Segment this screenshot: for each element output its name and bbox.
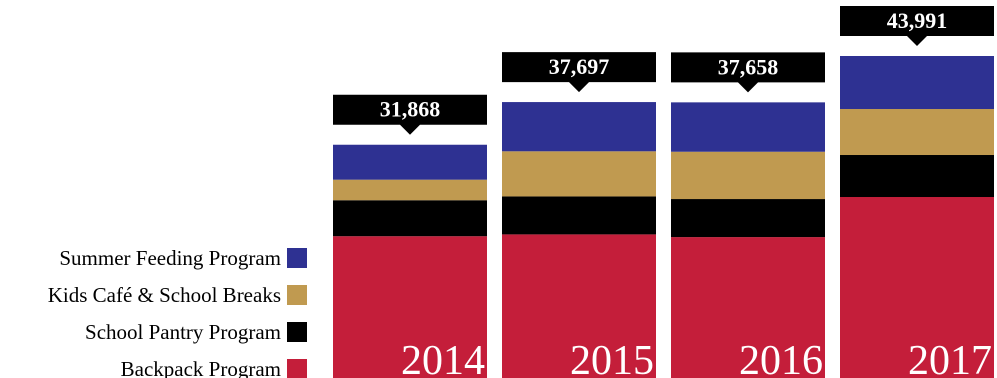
- total-label: 31,868: [380, 97, 441, 122]
- legend-label: Backpack Program: [121, 357, 281, 378]
- legend-label: Summer Feeding Program: [59, 246, 281, 270]
- legend-swatch: [287, 322, 307, 342]
- bar-segment: [502, 102, 656, 152]
- bar-segment: [840, 197, 994, 378]
- bar-segment: [840, 155, 994, 198]
- total-callout: [671, 52, 825, 93]
- bar-segment: [840, 56, 994, 110]
- total-label: 43,991: [887, 8, 948, 33]
- total-callout: [840, 6, 994, 46]
- bar-segment: [671, 237, 825, 378]
- legend-label: School Pantry Program: [85, 320, 281, 344]
- bar-segment: [502, 196, 656, 235]
- bar-segment: [840, 109, 994, 156]
- bar-segment: [333, 179, 487, 201]
- legend-swatch: [287, 285, 307, 305]
- bar-segment: [671, 102, 825, 152]
- bar-segment: [502, 234, 656, 378]
- bar-segment: [671, 151, 825, 200]
- legend-label: Kids Café & School Breaks: [48, 283, 281, 307]
- year-label: 2016: [739, 338, 823, 378]
- total-label: 37,658: [718, 54, 779, 79]
- bar-segment: [502, 151, 656, 197]
- total-callout: [333, 94, 487, 135]
- legend-swatch: [287, 248, 307, 268]
- year-label: 2017: [908, 338, 992, 378]
- legend-swatch: [287, 359, 307, 378]
- total-callout: [502, 52, 656, 93]
- bar-segment: [333, 236, 487, 378]
- year-label: 2015: [570, 338, 654, 378]
- bar-segment: [671, 199, 825, 238]
- total-label: 37,697: [549, 54, 610, 79]
- bar-segment: [333, 144, 487, 180]
- year-label: 2014: [401, 338, 485, 378]
- bar-segment: [333, 200, 487, 237]
